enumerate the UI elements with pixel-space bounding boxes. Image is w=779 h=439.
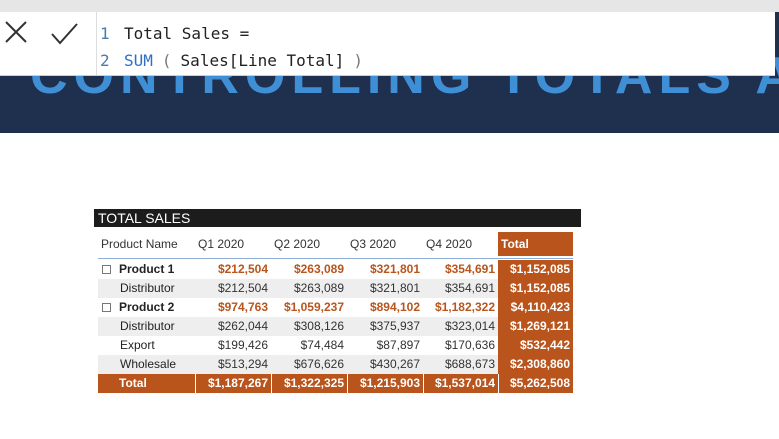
value-cell: $1,187,267 (195, 374, 271, 393)
formula-icons (0, 12, 97, 75)
value-cell: $1,152,085 (498, 279, 573, 298)
value-cell: $199,426 (217, 338, 268, 352)
value-cell: $1,059,237 (283, 300, 344, 314)
column-header: Q2 2020 (274, 237, 321, 251)
commit-icon[interactable] (51, 23, 78, 45)
value-cell: $1,215,903 (347, 374, 423, 393)
column-header: Q3 2020 (350, 237, 397, 251)
value-cell: $513,294 (217, 357, 268, 371)
row-label: Export (120, 338, 155, 352)
collapse-icon (102, 303, 111, 312)
value-cell: $1,182,322 (434, 300, 495, 314)
header-rule (98, 258, 573, 259)
value-cell: $308,126 (293, 319, 344, 333)
value-cell: $263,089 (293, 281, 344, 295)
value-cell: $262,044 (217, 319, 268, 333)
value-cell: $87,897 (376, 338, 420, 352)
value-cell: $321,801 (369, 262, 420, 276)
row-label: Total (119, 376, 147, 390)
value-cell: $2,308,860 (498, 355, 573, 374)
code-token: ( (161, 51, 172, 70)
row-bg (98, 355, 573, 374)
row-bg (98, 279, 573, 298)
matrix-title: TOTAL SALES (94, 209, 581, 227)
column-header: Total (498, 232, 573, 256)
row-label: Distributor (120, 281, 175, 295)
row-bg (98, 260, 573, 279)
value-cell: $375,937 (369, 319, 420, 333)
value-cell: $676,626 (293, 357, 344, 371)
value-cell: $894,102 (369, 300, 420, 314)
code-token: ) (353, 51, 363, 70)
code-token: SUM (124, 51, 153, 70)
value-cell: $4,110,423 (498, 298, 573, 317)
formula-bar: 1 Total Sales = 2 SUM ( Sales[Line Total]) (0, 12, 775, 76)
row-label: Product 1 (119, 262, 175, 276)
column-header: Q4 2020 (426, 237, 473, 251)
column-header: Product Name (101, 237, 178, 251)
value-cell: $688,673 (444, 357, 495, 371)
collapse-icon (102, 265, 111, 274)
value-cell: $974,763 (217, 300, 268, 314)
value-cell: $5,262,508 (498, 374, 573, 393)
value-cell: $354,691 (444, 262, 495, 276)
row-bg (98, 336, 573, 355)
row-label: Distributor (120, 319, 175, 333)
row-label: Product 2 (119, 300, 175, 314)
line-number: 1 (100, 24, 110, 43)
value-cell: $263,089 (293, 262, 344, 276)
value-cell: $1,537,014 (423, 374, 498, 393)
code-token: Total Sales = (124, 24, 250, 43)
row-bg (98, 298, 573, 317)
value-cell: $1,269,121 (498, 317, 573, 336)
line-number: 2 (100, 51, 110, 70)
value-cell: $1,322,325 (271, 374, 347, 393)
icons (5, 21, 78, 45)
value-cell: $430,267 (369, 357, 420, 371)
value-cell: $170,636 (444, 338, 495, 352)
code-line: 2 SUM ( Sales[Line Total]) (100, 47, 372, 74)
column-header: Q1 2020 (198, 237, 245, 251)
formula-code: 1 Total Sales = 2 SUM ( Sales[Line Total]) (100, 20, 372, 74)
value-cell: $532,442 (498, 336, 573, 355)
code-line: 1 Total Sales = (100, 20, 372, 47)
value-cell: $74,484 (300, 338, 344, 352)
value-cell: $354,691 (444, 281, 495, 295)
value-cell: $1,152,085 (498, 260, 573, 279)
value-cell: $321,801 (369, 281, 420, 295)
row-label: Wholesale (120, 357, 177, 371)
value-cell: $323,014 (444, 319, 495, 333)
cancel-icon[interactable] (5, 21, 27, 43)
row-bg (98, 374, 573, 393)
row-bg (98, 317, 573, 336)
value-cell: $212,504 (217, 262, 268, 276)
top-strip (0, 0, 779, 12)
code-token: Sales[Line Total] (180, 51, 345, 70)
value-cell: $212,504 (217, 281, 268, 295)
matrix: TOTAL SALES Product Name Q1 2020 Q2 2020 Q3… (94, 209, 581, 399)
